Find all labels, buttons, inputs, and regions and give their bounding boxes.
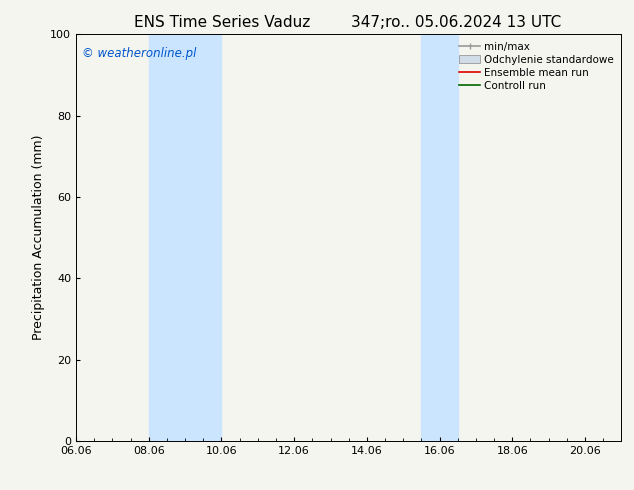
Bar <box>422 34 458 441</box>
Text: ENS Time Series Vaduz: ENS Time Series Vaduz <box>134 15 310 30</box>
Text: 347;ro.. 05.06.2024 13 UTC: 347;ro.. 05.06.2024 13 UTC <box>351 15 562 30</box>
Text: © weatheronline.pl: © weatheronline.pl <box>82 47 196 59</box>
Bar <box>149 34 221 441</box>
Legend: min/max, Odchylenie standardowe, Ensemble mean run, Controll run: min/max, Odchylenie standardowe, Ensembl… <box>455 37 618 95</box>
Y-axis label: Precipitation Accumulation (mm): Precipitation Accumulation (mm) <box>32 135 44 341</box>
